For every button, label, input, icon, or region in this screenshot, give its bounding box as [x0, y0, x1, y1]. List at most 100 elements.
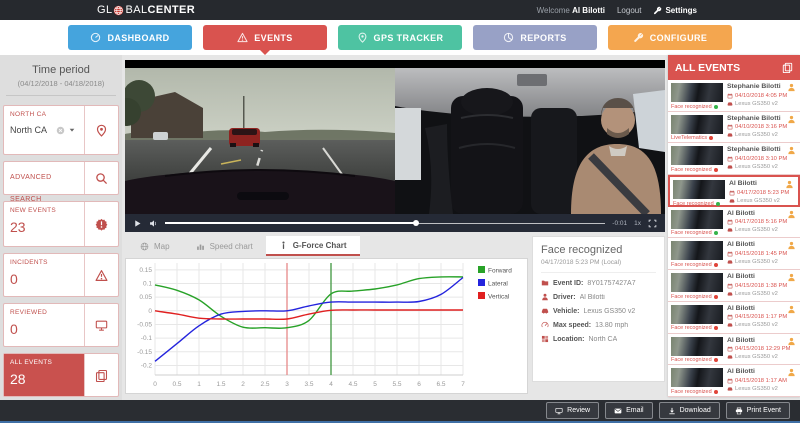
driver-avatar-icon[interactable]: [787, 337, 796, 346]
driver-avatar-icon[interactable]: [787, 368, 796, 377]
nav-tab-configure[interactable]: CONFIGURE: [608, 25, 732, 50]
gauge-icon: [90, 32, 101, 43]
event-thumbnail: [671, 146, 723, 166]
legend-swatch-forward: [478, 266, 485, 273]
logout-link[interactable]: Logout: [616, 5, 642, 15]
car-icon: [727, 354, 733, 360]
driver-avatar-icon[interactable]: [787, 241, 796, 250]
driver-avatar-icon[interactable]: [787, 83, 796, 92]
event-vehicle: Lexus GS350 v2: [735, 163, 778, 170]
driver-avatar-icon[interactable]: [787, 273, 796, 282]
event-list-item[interactable]: Face recognized Stephanie Bilotti 04/10/…: [668, 80, 800, 112]
play-button[interactable]: [133, 219, 142, 228]
counter-reviewed[interactable]: REVIEWED 0: [3, 303, 119, 347]
volume-button[interactable]: [149, 219, 158, 228]
globe-logo-icon: [113, 5, 124, 16]
nav-tab-gps-tracker[interactable]: GPS TRACKER: [338, 25, 462, 50]
car-icon: [727, 259, 733, 265]
video-player[interactable]: -0:01 1x: [125, 60, 665, 232]
driver-avatar-icon[interactable]: [787, 115, 796, 124]
nav-tab-dashboard[interactable]: DASHBOARD: [68, 25, 192, 50]
event-thumbnail: [673, 180, 725, 200]
nav-tab-events[interactable]: EVENTS: [203, 25, 327, 55]
divider: [6, 95, 116, 96]
print-event-button[interactable]: Print Event: [725, 402, 790, 419]
event-thumbnail: [671, 273, 723, 293]
email-button[interactable]: Email: [605, 402, 653, 419]
counter-new-events[interactable]: NEW EVENTS 23: [3, 201, 119, 247]
location-filter-card[interactable]: NORTH CA North CA: [3, 105, 119, 155]
event-list-item[interactable]: Face recognized Al Bilotti 04/15/2018 1:…: [668, 238, 800, 271]
download-button[interactable]: Download: [658, 402, 720, 419]
event-type-dot: [713, 167, 718, 172]
legend-label-vertical: Vertical: [488, 294, 510, 301]
event-date: 04/15/2018 1:17 PM: [735, 314, 788, 321]
review-button[interactable]: Review: [546, 402, 600, 419]
content-tab-label: Map: [154, 241, 170, 251]
fullscreen-button[interactable]: [648, 219, 657, 228]
video-progress-bar[interactable]: [165, 219, 606, 227]
event-driver-name: Stephanie Bilotti: [727, 114, 781, 122]
event-list-item[interactable]: Face recognized Al Bilotti 04/15/2018 12…: [668, 333, 800, 366]
tab-g-force-chart[interactable]: G-Force Chart: [265, 236, 360, 256]
car-icon: [729, 198, 735, 204]
event-list-item[interactable]: Face recognized Al Bilotti 04/15/2018 1:…: [668, 301, 800, 334]
nav-tab-label: CONFIGURE: [649, 32, 708, 43]
event-thumbnail: [671, 209, 723, 229]
tab-map[interactable]: Map: [127, 236, 183, 256]
advanced-search-button[interactable]: ADVANCED SEARCH: [3, 161, 119, 203]
nav-tab-label: GPS TRACKER: [373, 32, 444, 43]
svg-text:-0.1: -0.1: [141, 335, 153, 342]
playback-speed[interactable]: 1x: [634, 219, 641, 227]
event-vehicle: Lexus GS350 v2: [735, 100, 778, 107]
event-list-item[interactable]: Face recognized Al Bilotti 04/15/2018 1:…: [668, 270, 800, 302]
location-dropdown[interactable]: North CA: [10, 125, 78, 135]
event-list-item[interactable]: Face recognized Al Bilotti 04/15/2018 1:…: [668, 365, 800, 397]
event-list-item[interactable]: Face recognized Al Bilotti 04/17/2018 5:…: [668, 175, 800, 207]
nav-tab-reports[interactable]: REPORTS: [473, 25, 597, 50]
monitor-icon: [95, 319, 108, 332]
event-vehicle: Lexus GS350 v2: [737, 197, 780, 204]
clear-location-icon[interactable]: [56, 126, 65, 135]
svg-text:0.15: 0.15: [139, 267, 152, 274]
car-icon: [727, 132, 733, 138]
folder-icon: [541, 279, 549, 287]
search-icon: [95, 172, 108, 185]
driver-avatar-icon[interactable]: [787, 305, 796, 314]
detail-field-value: Lexus GS350 v2: [583, 307, 636, 315]
event-list-item[interactable]: LiveTelematics Stephanie Bilotti 04/10/2…: [668, 111, 800, 144]
time-period: Time period (04/12/2018 - 04/18/2018): [0, 55, 122, 96]
driver-avatar-icon[interactable]: [787, 146, 796, 155]
legend-label-forward: Forward: [488, 268, 512, 275]
chevron-down-icon[interactable]: [68, 126, 76, 134]
gforce-icon: [279, 241, 288, 250]
detail-field-value: Al Bilotti: [579, 293, 605, 301]
globe-icon: [140, 242, 149, 251]
tab-speed-chart[interactable]: Speed chart: [183, 236, 266, 256]
copy-icon[interactable]: [782, 62, 793, 73]
calendar-icon: [727, 251, 733, 257]
wrench-icon: [633, 32, 644, 43]
counter-all-events[interactable]: ALL EVENTS 28: [3, 353, 119, 397]
counter-incidents[interactable]: INCIDENTS 0: [3, 253, 119, 297]
driver-avatar-icon[interactable]: [787, 210, 796, 219]
counter-value: 28: [10, 371, 26, 387]
event-list-item[interactable]: Face recognized Stephanie Bilotti 04/10/…: [668, 143, 800, 176]
counter-value: 23: [10, 219, 26, 235]
progress-knob[interactable]: [412, 220, 419, 226]
map-pin-icon: [357, 32, 368, 43]
event-vehicle: Lexus GS350 v2: [735, 322, 778, 329]
counter-label: REVIEWED: [10, 309, 48, 316]
warning-icon: [95, 269, 108, 282]
detail-field-value: 13.80 mph: [595, 321, 629, 329]
top-bar: GL BAL CENTER Welcome Al Bilotti Logout …: [0, 0, 800, 20]
event-driver-name: Al Bilotti: [727, 368, 755, 376]
svg-text:0: 0: [148, 308, 152, 315]
event-driver-name: Al Bilotti: [727, 273, 755, 281]
event-list-item[interactable]: Face recognized Al Bilotti 04/17/2018 5:…: [668, 206, 800, 239]
settings-button[interactable]: Settings: [653, 6, 697, 15]
svg-text:0.05: 0.05: [139, 294, 152, 301]
action-button-label: Email: [626, 407, 644, 414]
driver-avatar-icon[interactable]: [785, 180, 794, 189]
event-type-dot: [713, 358, 718, 362]
